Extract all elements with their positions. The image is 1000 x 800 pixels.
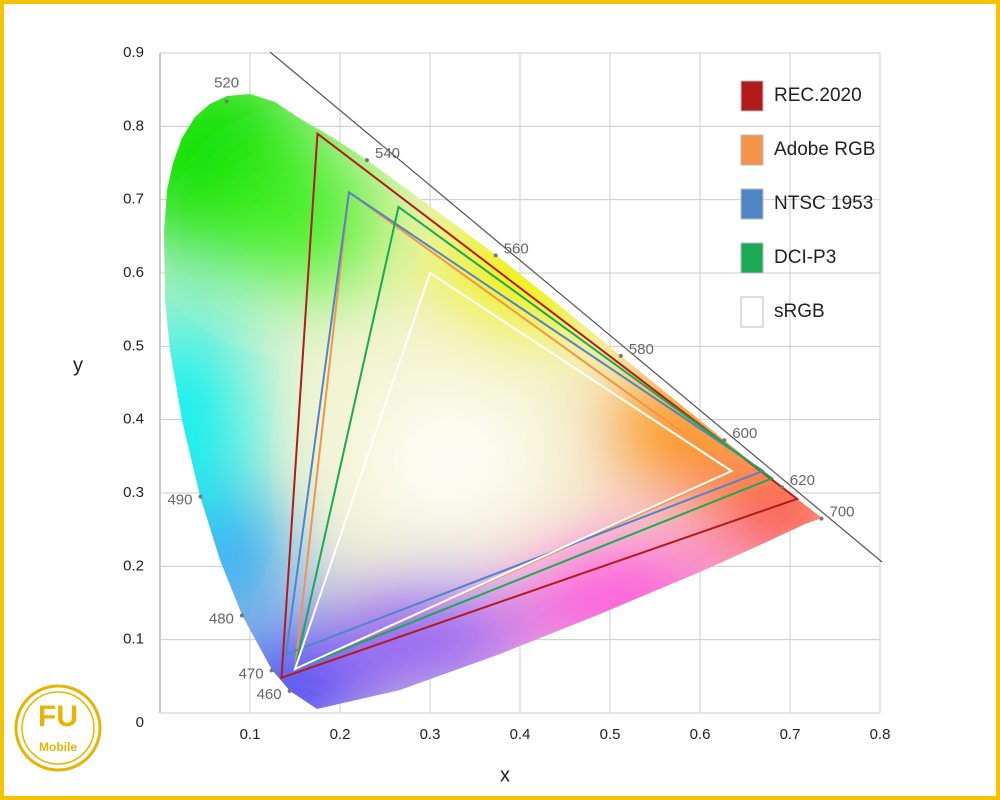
legend-label: DCI-P3 xyxy=(774,247,836,268)
wavelength-label: 620 xyxy=(790,472,815,489)
wavelength-label: 540 xyxy=(375,145,400,162)
gamut-triangle xyxy=(293,205,775,671)
gamut-triangle xyxy=(293,271,734,671)
legend-label: NTSC 1953 xyxy=(774,193,873,214)
wavelength-label: 580 xyxy=(629,341,654,358)
y-axis-label: y xyxy=(73,354,83,376)
wavelength-point xyxy=(287,689,292,693)
wavelength-label: 600 xyxy=(732,425,757,442)
x-tick-label: 0.5 xyxy=(600,726,621,743)
logo: FU Mobile xyxy=(14,684,102,772)
x-tick-label: 0.8 xyxy=(870,726,891,743)
wavelength-label: 700 xyxy=(830,504,855,521)
x-tick-label: 0.2 xyxy=(330,726,351,743)
legend-label: Adobe RGB xyxy=(774,139,875,160)
legend-swatch xyxy=(740,296,764,328)
chart: 0.1 0.2 0.3 0.4 0.5 0.6 0.7 0.8 0 0.1 0.2 0.3 0.4 0.5… xyxy=(14,44,890,786)
y-tick-label: 0.2 xyxy=(123,557,144,574)
wavelength-point xyxy=(618,353,623,358)
wavelength-label: 470 xyxy=(239,665,264,682)
y-tick-label: 0.4 xyxy=(123,411,144,428)
y-tick-label: 0.8 xyxy=(123,117,144,134)
y-tick-label: 0.7 xyxy=(123,191,144,208)
wavelength-point xyxy=(198,494,203,499)
y-tick-label: 0.5 xyxy=(123,337,144,354)
gamut-triangle xyxy=(280,131,800,680)
x-tick-label: 0.1 xyxy=(240,726,261,743)
line-of-purples-boundary xyxy=(269,51,883,563)
y-tick-label: 0.1 xyxy=(123,631,144,648)
y-tick-label: 0.3 xyxy=(123,484,144,501)
wavelength-point xyxy=(819,516,824,521)
wavelength-point xyxy=(269,668,274,673)
wavelength-label: 460 xyxy=(257,686,282,703)
x-tick-label: 0.6 xyxy=(690,726,711,743)
legend-swatch xyxy=(740,80,764,112)
spectral-locus-fill xyxy=(164,94,822,709)
legend-swatch xyxy=(740,188,764,220)
x-tick-label: 0.4 xyxy=(510,726,531,743)
wavelength-point xyxy=(239,613,244,618)
marks: 0.1 0.2 0.3 0.4 0.5 0.6 0.7 0.8 0 0.1 0.2 0.3 0.4 0.5… xyxy=(123,44,890,743)
wavelength-label: 560 xyxy=(504,240,529,257)
legend-label: sRGB xyxy=(774,301,825,322)
wavelength-point xyxy=(722,438,727,443)
wavelength-label: 520 xyxy=(214,74,239,91)
logo-subtext: Mobile xyxy=(39,740,77,754)
x-axis-label: x xyxy=(500,764,510,786)
y-tick-label: 0.6 xyxy=(123,264,144,281)
logo-text: FU xyxy=(38,700,78,733)
y-tick-label: 0 xyxy=(136,714,144,731)
wavelength-point xyxy=(779,485,784,490)
y-tick-label: 0.9 xyxy=(123,44,144,61)
logo-inner-ring xyxy=(21,691,95,765)
logo-ring xyxy=(14,684,102,772)
x-tick-label: 0.7 xyxy=(780,726,801,743)
wavelength-point xyxy=(365,158,369,163)
wavelength-label: 490 xyxy=(167,492,192,509)
legend-swatch xyxy=(740,242,764,274)
x-tick-label: 0.3 xyxy=(420,726,441,743)
wavelength-point xyxy=(493,253,498,258)
wavelength-point xyxy=(224,99,229,104)
wavelength-label: 480 xyxy=(209,610,234,627)
gamut-triangle xyxy=(284,190,766,656)
legend-label: REC.2020 xyxy=(774,85,862,106)
legend-swatch xyxy=(740,134,764,166)
